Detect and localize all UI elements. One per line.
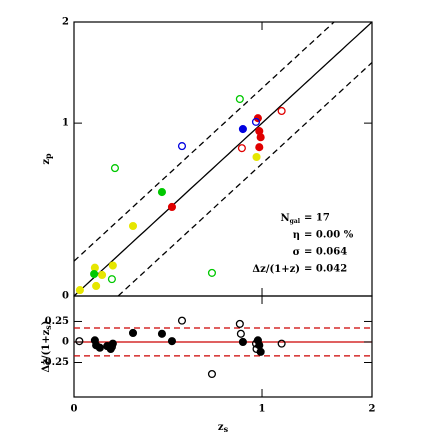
point (177, 142, 187, 151)
point (107, 342, 116, 351)
point (277, 106, 286, 116)
y-axis-label-sub: s (43, 325, 53, 330)
x-tick-label: 2 (369, 404, 376, 415)
annotation-symbol: Δz/(1+z) (252, 264, 300, 275)
y-axis-label: zp (41, 153, 54, 165)
plot-frame (73, 295, 373, 398)
point (237, 144, 246, 153)
y-axis-label-main: z (41, 159, 52, 165)
y-tick-label: 1 (62, 118, 69, 129)
x-tick-label: 0 (71, 404, 78, 415)
reference-line (74, 22, 372, 296)
point (252, 152, 261, 162)
point (128, 328, 138, 338)
point (177, 316, 187, 325)
point (92, 281, 101, 291)
point (207, 268, 217, 277)
point (110, 164, 120, 173)
point (167, 202, 177, 212)
reference-line (117, 62, 372, 296)
point (167, 337, 177, 346)
annotation-name: η (293, 230, 300, 241)
point (256, 133, 265, 142)
point (255, 143, 264, 152)
point (128, 221, 138, 231)
annotation-symbol: N (280, 213, 289, 224)
y-tick-label: 0.25 (45, 316, 69, 327)
point (98, 270, 107, 280)
y-tick-label: 0 (62, 336, 69, 347)
point (75, 337, 84, 346)
y-axis-label-sub: p (43, 153, 53, 159)
x-axis-label: zs (218, 422, 229, 435)
reference-line (74, 22, 336, 262)
annotation-value: = 0.042 (304, 264, 347, 275)
point (235, 94, 244, 104)
y-axis-label: Δz/(1+zs) (41, 320, 54, 372)
x-tick-label: 1 (259, 404, 266, 415)
x-axis-label-sub: s (224, 424, 229, 434)
x-axis-label-main: z (218, 422, 224, 433)
point (107, 275, 116, 284)
point (251, 339, 261, 348)
point (75, 286, 84, 295)
point (157, 188, 167, 197)
point (252, 344, 261, 354)
y-tick-label: -0.25 (40, 357, 69, 368)
point (108, 261, 117, 270)
y-tick-label: 2 (62, 17, 69, 28)
point (238, 337, 247, 347)
annotation-value: = 0.00 % (304, 230, 354, 241)
annotation-name: Ngal (280, 213, 300, 225)
point (157, 329, 167, 338)
point (238, 125, 247, 134)
annotation-symbol: σ (293, 247, 300, 258)
y-axis-label-tail: ) (41, 320, 52, 325)
annotation-name: σ (293, 247, 300, 258)
point (90, 269, 99, 279)
y-tick-label: 0 (62, 291, 69, 302)
point (95, 343, 104, 352)
y-axis-label-main: Δz/(1+z (41, 329, 52, 372)
point (277, 339, 286, 348)
point (207, 369, 217, 379)
annotation-value: = 0.064 (304, 247, 347, 258)
annotation-sub: gal (290, 218, 301, 225)
point (251, 117, 261, 126)
annotation-value: = 17 (304, 213, 330, 224)
annotation-name: Δz/(1+z) (252, 264, 300, 275)
point (236, 329, 245, 338)
annotation-symbol: η (293, 230, 300, 241)
point (235, 319, 244, 328)
